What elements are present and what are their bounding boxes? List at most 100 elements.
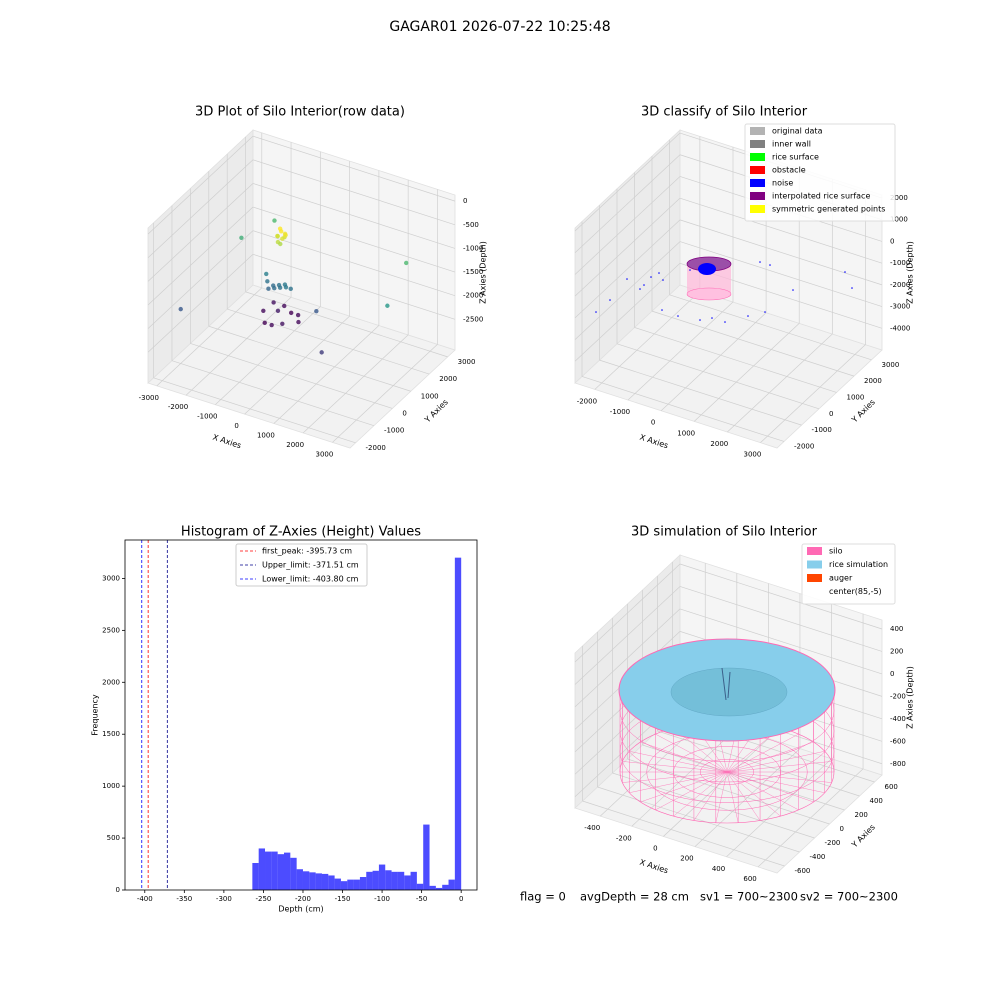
bar <box>290 857 297 890</box>
point <box>178 306 183 312</box>
point <box>272 286 277 291</box>
grid-line <box>252 135 456 202</box>
grid-line <box>669 294 872 361</box>
auger <box>721 667 731 701</box>
noise-dot <box>639 288 641 290</box>
bar <box>340 881 348 890</box>
grid-line <box>147 254 254 353</box>
grid-line <box>582 800 785 867</box>
z-tick-label: -2000 <box>463 292 483 300</box>
point <box>385 303 390 308</box>
bar <box>448 879 455 890</box>
footer-depth: avgDepth = 28 cm <box>580 890 689 904</box>
noise-dot <box>711 317 713 319</box>
bar <box>296 869 303 890</box>
silo-spoke <box>640 771 728 803</box>
noise-dot <box>747 315 749 317</box>
bar <box>328 875 335 890</box>
point <box>269 322 274 328</box>
legend-swatch <box>807 547 822 555</box>
bar <box>416 883 424 890</box>
noise-dot <box>661 309 663 311</box>
y-tick-label: 2000 <box>102 678 120 686</box>
bar <box>283 852 291 890</box>
grid-line <box>594 291 701 390</box>
grid-line <box>171 360 375 426</box>
y-tick-label: 0 <box>402 409 406 417</box>
silo-spoke <box>629 751 728 773</box>
noise-dot <box>595 311 597 313</box>
noise-dot <box>724 321 726 323</box>
point <box>282 303 287 309</box>
grid-line <box>597 786 800 853</box>
grid-line <box>679 219 883 286</box>
legend-label: auger <box>829 574 853 583</box>
point <box>280 321 285 326</box>
legend-swatch <box>750 166 765 174</box>
bar <box>258 848 266 890</box>
point <box>271 300 276 305</box>
point <box>295 312 301 318</box>
noise-dot <box>662 279 664 281</box>
point <box>404 260 409 266</box>
y-tick-label: 3000 <box>458 358 476 366</box>
legend-label: Lower_limit: -403.80 cm <box>262 575 359 584</box>
silo-spoke <box>629 771 728 793</box>
legend-box <box>744 123 896 222</box>
legend-label: symmetric generated points <box>772 205 885 214</box>
point <box>296 319 301 325</box>
y-axis-label: Frequency <box>91 694 100 736</box>
x-tick-label: -350 <box>176 895 192 903</box>
z-tick-label: 1000 <box>890 216 908 224</box>
silo-spoke <box>726 771 825 793</box>
legend-label: Upper_limit: -371.51 cm <box>262 561 359 570</box>
legend-label: interpolated rice surface <box>772 192 870 201</box>
silo-spoke <box>655 733 728 773</box>
point <box>288 286 293 292</box>
x-axis-label: Depth (cm) <box>278 905 323 914</box>
legend-label: obstacle <box>772 166 806 175</box>
subplot-3d: -2000-10000100020003000-2000-10000100020… <box>574 105 915 459</box>
grid-line <box>185 296 292 396</box>
bar <box>454 557 462 890</box>
x-tick-label: 3000 <box>316 450 334 458</box>
x-tick-label: 1000 <box>257 432 275 440</box>
y-tick-label: 0 <box>829 410 833 418</box>
grid-line <box>302 334 409 434</box>
point <box>272 218 277 223</box>
point <box>280 236 285 241</box>
legend-label: noise <box>772 179 793 188</box>
grid-line <box>574 608 681 708</box>
x-tick-label: 2000 <box>710 440 728 448</box>
grid-line <box>679 586 883 652</box>
x-tick-label: 400 <box>712 865 725 873</box>
grid-line <box>153 377 356 444</box>
point <box>283 285 289 290</box>
grid-line <box>147 230 254 329</box>
y-tick-label: -400 <box>810 853 826 861</box>
silo-spoke <box>693 771 728 821</box>
silo-spoke <box>726 771 799 811</box>
grid-line <box>147 206 254 306</box>
grid-line <box>147 183 254 282</box>
y-tick-label: 400 <box>870 797 883 805</box>
y-tick-label: 1000 <box>421 392 439 400</box>
x-tick-label: -400 <box>137 895 153 903</box>
grid-line <box>574 154 681 254</box>
legend-label: inner wall <box>772 140 811 149</box>
noise-dot <box>844 271 846 273</box>
plot-frame <box>124 539 478 891</box>
y-tick-label: -1000 <box>384 427 404 435</box>
bar <box>378 864 386 890</box>
z-tick-label: -1000 <box>890 259 910 267</box>
z-tick-label: 400 <box>890 625 903 633</box>
bar <box>442 884 449 890</box>
cylinder-bottom <box>686 287 732 301</box>
z-tick-label: -800 <box>890 760 906 768</box>
bar <box>265 851 272 890</box>
point <box>266 286 271 291</box>
point <box>319 350 324 355</box>
silo-spoke <box>726 761 832 773</box>
x-tick-label: 0 <box>653 844 657 852</box>
